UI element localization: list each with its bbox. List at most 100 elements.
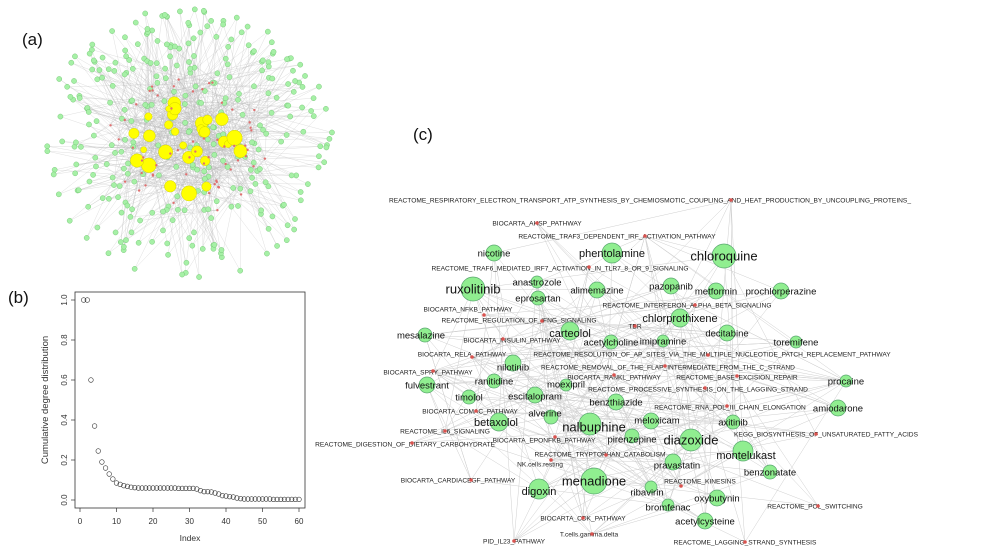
network-c-edge — [680, 380, 847, 487]
network-c-edge — [550, 341, 612, 461]
drug-circle — [762, 464, 778, 480]
network-a-drug-node — [273, 94, 280, 101]
network-a-drug-node — [123, 53, 129, 60]
network-a-pathway-node — [188, 156, 191, 159]
network-a-drug-node — [202, 176, 208, 182]
network-a-drug-node — [112, 59, 119, 66]
network-a-drug-node — [86, 178, 93, 185]
network-a-pathway-node — [207, 81, 211, 85]
drug-node: eprosartan — [515, 290, 561, 306]
network-a-hub-node — [233, 144, 248, 158]
network-a-drug-node — [66, 217, 73, 224]
network-a-drug-node — [321, 159, 327, 166]
drug-label: chlorprothixene — [642, 313, 717, 325]
data-point — [95, 448, 101, 454]
network-a-drug-node — [94, 76, 101, 83]
network-a-pathway-node — [202, 137, 206, 140]
network-a-drug-node — [75, 187, 82, 193]
data-point — [248, 496, 255, 502]
network-c-edge — [554, 436, 692, 441]
drug-node: menadione — [562, 467, 626, 495]
network-c-edge — [432, 370, 591, 425]
network-c-edge — [662, 340, 819, 507]
network-c-edge — [593, 480, 682, 487]
network-a-edge — [204, 131, 261, 170]
network-c-edge — [502, 290, 717, 340]
drug-label: acetylcysteine — [675, 516, 735, 527]
network-a-drug-node — [72, 53, 78, 60]
network-c-edge — [424, 334, 593, 535]
y-axis-label: Cumulative degree distribution — [40, 336, 51, 464]
pathway-dot — [410, 441, 414, 445]
y-tick-label: 0.6 — [60, 374, 69, 386]
data-point — [124, 483, 131, 490]
pathway-node: REACTOME_BASE_EXCISION_REPAIR — [676, 374, 798, 382]
network-c-edge — [483, 290, 782, 316]
network-c-edge — [493, 380, 819, 507]
drug-node: ruxolitinib — [446, 276, 500, 302]
network-a-edge — [183, 145, 319, 157]
network-a-drug-node — [222, 55, 229, 62]
y-tick-label: 0.4 — [60, 414, 69, 426]
drug-circle — [460, 276, 486, 302]
network-c-edge — [707, 354, 839, 409]
pathway-node: REACTOME_TRYPTOPHAN_CATABOLISM — [535, 452, 666, 459]
network-a-drug-node — [86, 50, 93, 57]
network-a-drug-node — [196, 274, 202, 280]
network-a-drug-node — [73, 139, 79, 146]
data-point — [117, 481, 123, 488]
drug-label: pazopanib — [649, 281, 693, 292]
data-point — [292, 496, 298, 503]
network-a-edge — [151, 86, 222, 113]
network-a-edge — [218, 186, 262, 211]
drug-circle — [679, 428, 703, 452]
network-c-edge — [670, 285, 709, 356]
network-c-edge — [664, 365, 847, 382]
network-a-pathway-node — [169, 152, 172, 155]
network-a-pathway-node — [150, 85, 154, 88]
plot-frame — [74, 291, 306, 509]
network-a-edge — [216, 59, 288, 182]
data-point — [168, 485, 174, 491]
network-a-drug-node — [90, 172, 96, 178]
pathway-dot — [469, 478, 473, 482]
network-a-edge — [240, 58, 290, 152]
network-c-edge — [591, 471, 771, 535]
network-a-drug-node — [291, 226, 297, 233]
network-a-drug-node — [111, 68, 118, 74]
network-a-pathway-node — [144, 184, 147, 187]
data-point — [161, 485, 167, 491]
drug-circle — [417, 327, 433, 343]
drug-node: nalbuphine — [562, 412, 626, 436]
network-a-drug-node — [201, 168, 208, 175]
network-c-edge — [589, 235, 646, 425]
pathway-node: REACTOME_LAGGING_STRAND_SYNTHESIS — [674, 540, 817, 547]
drug-label: betaxolol — [474, 417, 518, 429]
network-a-edge — [127, 103, 175, 206]
network-a-drug-node — [135, 239, 142, 246]
network-a-drug-node — [224, 164, 231, 170]
network-a-drug-node — [251, 83, 257, 90]
drug-node: acetylcysteine — [675, 512, 735, 530]
network-a-drug-node — [162, 75, 169, 82]
network-a-hub-node — [200, 155, 211, 166]
pathway-node: REACTOME_KINESINS — [664, 479, 736, 488]
network-c-edge — [650, 405, 728, 422]
network-a-drug-node — [153, 60, 160, 66]
pathway-dot — [703, 386, 707, 390]
network-a-drug-node — [213, 198, 220, 205]
data-point — [238, 496, 244, 502]
network-c-edge — [534, 394, 692, 441]
network-a-drug-node — [185, 19, 192, 26]
network-a-edge — [148, 42, 272, 166]
network-a-edge — [237, 156, 319, 161]
network-c-edge — [512, 290, 717, 364]
network-c-edge — [591, 461, 674, 535]
network-a-drug-node — [257, 122, 263, 129]
network-a-drug-node — [182, 92, 189, 99]
network-a-pathway-node — [239, 193, 243, 196]
pathway-dot — [470, 355, 474, 359]
drug-circle — [559, 378, 573, 392]
network-c-edge — [493, 252, 515, 542]
